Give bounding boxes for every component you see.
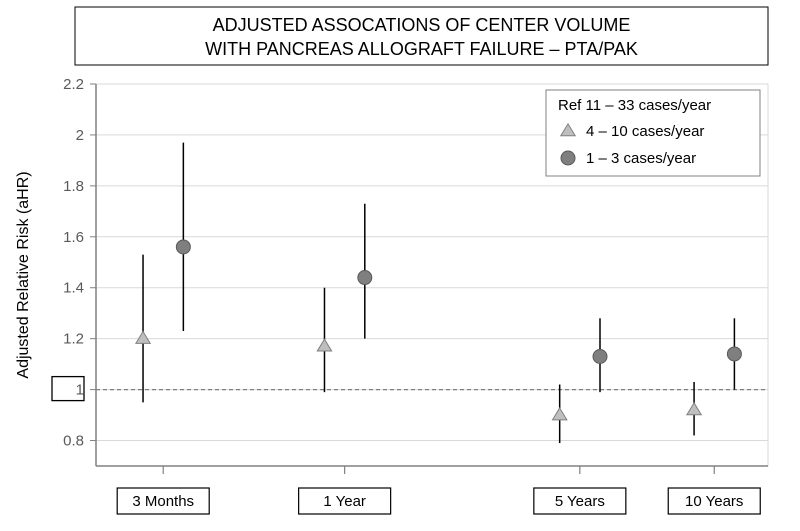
legend-item-label: 1 – 3 cases/year [586,150,696,167]
category-label: 1 Year [323,493,366,510]
chart-title-line2: WITH PANCREAS ALLOGRAFT FAILURE – PTA/PA… [205,39,638,59]
y-tick-label: 1.6 [63,229,84,246]
y-tick-label: 2.2 [63,76,84,93]
marker-circle [176,240,190,254]
chart-title-line1: ADJUSTED ASSOCATIONS OF CENTER VOLUME [213,15,631,35]
legend-title: Ref 11 – 33 cases/year [558,97,711,114]
marker-circle [358,271,372,285]
category-label: 3 Months [132,493,194,510]
legend-item-label: 4 – 10 cases/year [586,123,704,140]
y-tick-label: 2 [76,127,84,144]
forest-plot: ADJUSTED ASSOCATIONS OF CENTER VOLUME WIT… [0,0,800,531]
marker-circle [593,349,607,363]
y-tick-label: 1.4 [63,280,84,297]
marker-circle [561,151,575,165]
y-axis-label: Adjusted Relative Risk (aHR) [15,171,32,378]
category-label: 5 Years [555,493,605,510]
marker-circle [727,347,741,361]
y-tick-label: 1.2 [63,331,84,348]
y-tick-label: 1.8 [63,178,84,195]
y-tick-label: 0.8 [63,433,84,450]
y-tick-label: 1 [76,382,84,399]
category-label: 10 Years [685,493,743,510]
